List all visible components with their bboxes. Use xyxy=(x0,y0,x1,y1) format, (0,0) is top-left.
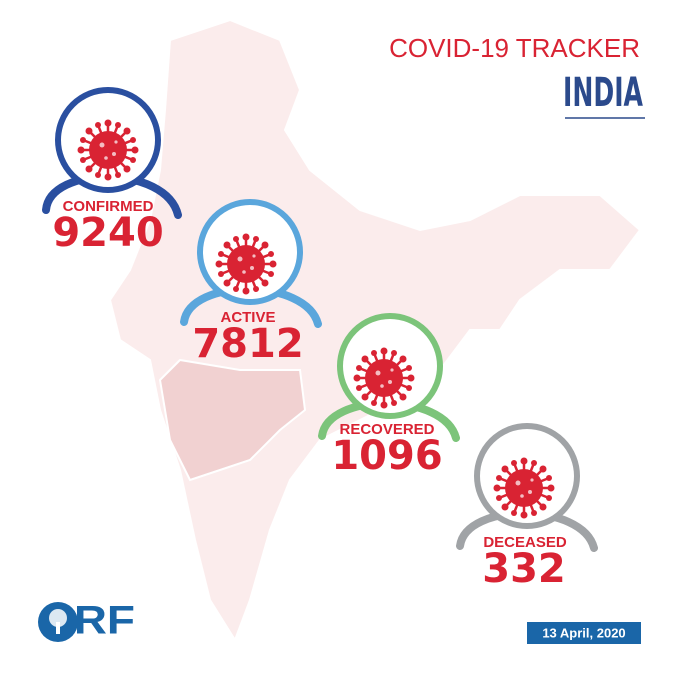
logo: ORF xyxy=(38,599,135,643)
stat-label: RECOVERED xyxy=(339,421,434,438)
stat-label: CONFIRMED xyxy=(63,198,154,215)
logo-text: ORF xyxy=(38,599,135,643)
title: COVID-19 TRACKER xyxy=(389,33,640,63)
date-box xyxy=(527,622,641,644)
subtitle: INDIA xyxy=(563,70,643,116)
virus-icon xyxy=(492,456,556,520)
logo-mark xyxy=(49,609,67,627)
stat-value: 9240 xyxy=(52,210,163,256)
date: 13 April, 2020 xyxy=(542,625,625,640)
stat-value: 1096 xyxy=(331,433,442,479)
stat-value: 7812 xyxy=(192,321,303,367)
stat-value: 332 xyxy=(482,546,566,592)
virus-icon xyxy=(214,232,278,296)
recovered-card: RECOVERED 1096 xyxy=(318,313,460,479)
virus-icon xyxy=(76,118,140,182)
confirmed-card: CONFIRMED 9240 xyxy=(42,87,182,256)
stat-label: DECEASED xyxy=(483,534,567,551)
stat-label: ACTIVE xyxy=(220,309,275,326)
virus-icon xyxy=(352,346,416,410)
logo-mark xyxy=(56,622,60,634)
deceased-card: DECEASED 332 xyxy=(456,423,598,592)
active-card: ACTIVE 7812 xyxy=(180,199,322,367)
